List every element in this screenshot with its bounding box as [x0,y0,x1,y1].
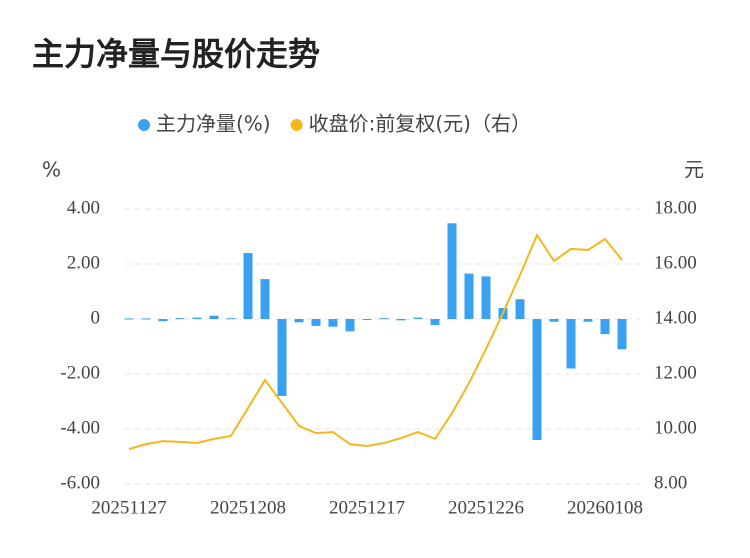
bar [277,319,287,396]
y-tick-label: -4.00 [60,417,100,438]
bar [464,273,474,319]
bar [566,319,576,369]
bar [413,317,423,319]
legend-label: 主力净量(%) [156,112,271,136]
bar [158,319,168,322]
bar [481,276,491,319]
y-axis-unit: % [42,158,61,182]
y-tick-label: -6.00 [60,472,100,493]
bar [515,299,525,319]
price-line [128,233,623,451]
bar [549,319,559,322]
x-tick-label: 20251217 [329,497,405,518]
x-tick-label: 20251127 [91,497,166,518]
x-tick-label: 20251226 [448,497,524,518]
bar [124,318,134,320]
bar [260,279,270,319]
bar [141,318,151,320]
y2-tick-label: 14.00 [654,307,697,328]
y2-tick-label: 12.00 [654,362,697,383]
y-tick-label: 4.00 [67,197,100,218]
legend-label: 收盘价:前复权(元)（右） [309,112,531,136]
legend-marker [290,119,303,131]
bar [583,319,593,322]
bar [430,319,440,326]
bar [600,319,610,335]
bar [175,318,185,320]
y2-tick-label: 8.00 [654,472,687,493]
bar [345,319,355,332]
bar [311,319,321,326]
bar [226,318,236,320]
bar [617,319,627,350]
bar [294,319,304,323]
legend-marker [138,119,150,131]
bar [209,315,219,319]
bar [328,319,338,327]
y-tick-label: -2.00 [60,362,100,383]
y2-tick-label: 10.00 [654,417,697,438]
y2-axis-unit: 元 [684,158,704,182]
bar [396,319,406,321]
y-tick-label: 2.00 [67,252,100,273]
bar [362,319,372,320]
bar [192,317,202,319]
bar [379,318,389,320]
y-tick-label: 0 [91,307,101,328]
bar [243,253,253,319]
y2-tick-label: 16.00 [654,252,697,273]
bar [532,319,542,440]
y2-tick-label: 18.00 [654,197,697,218]
bar [447,223,457,319]
x-tick-label: 20251208 [210,497,286,518]
x-tick-label: 20260108 [567,497,643,518]
chart-title: 主力净量与股价走势 [32,35,320,73]
